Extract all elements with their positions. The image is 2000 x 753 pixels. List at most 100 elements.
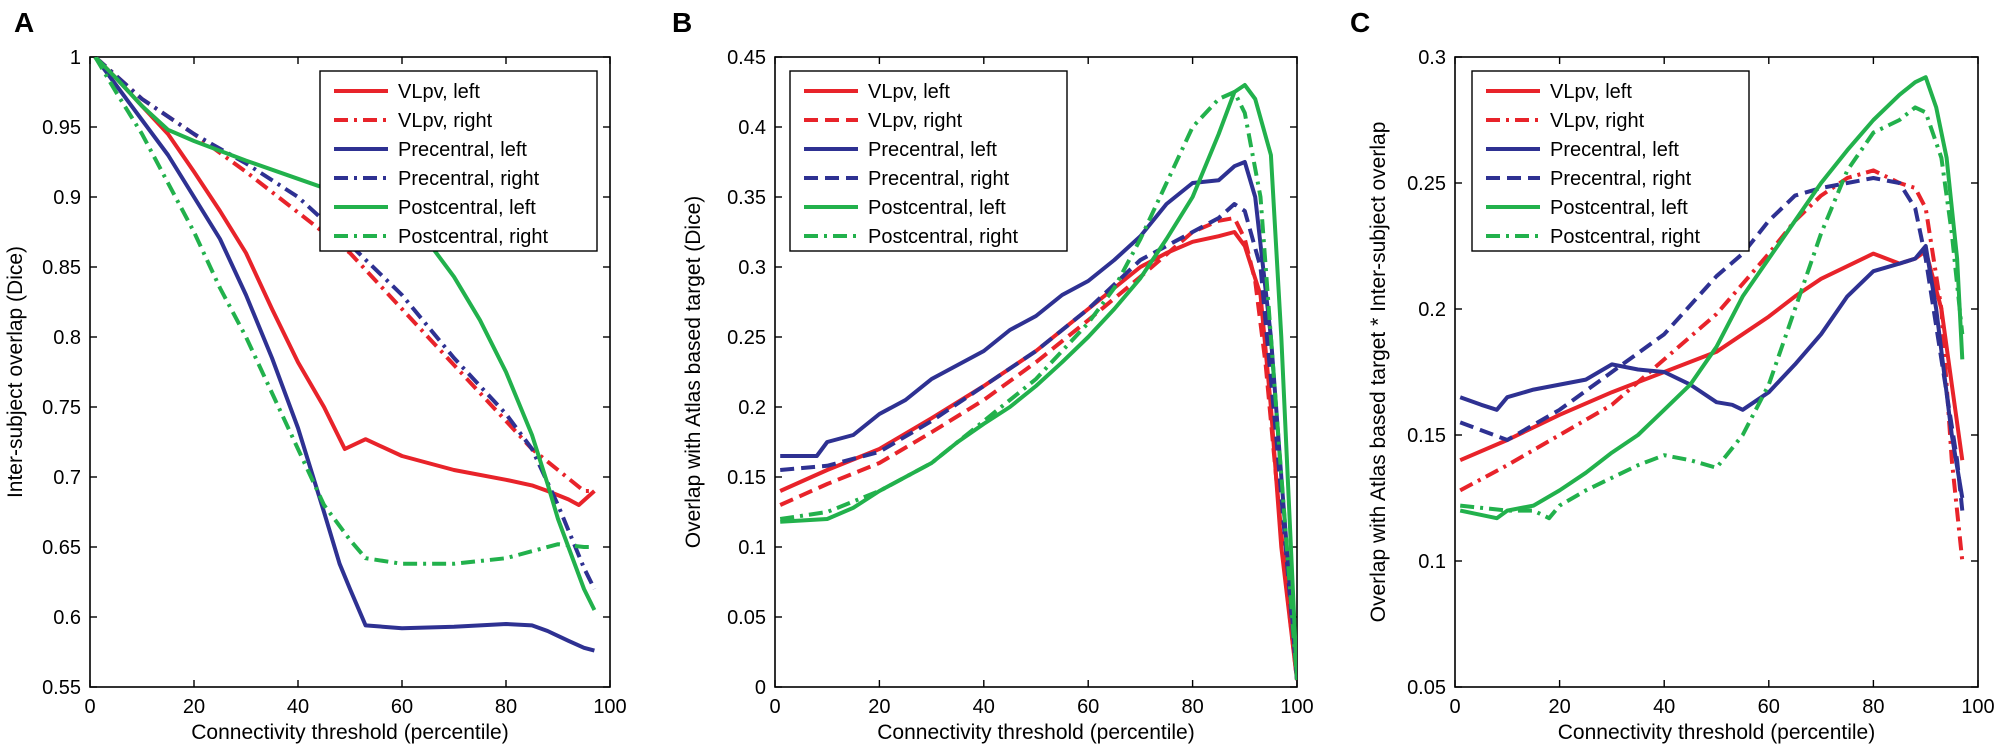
y-tick-label: 0.25 — [1407, 173, 1446, 195]
series-line-postcentral-right — [1459, 105, 1965, 521]
legend-label: VLpv, left — [1550, 81, 1632, 103]
legend-label: Precentral, right — [868, 168, 1010, 190]
x-tick-label: 0 — [1449, 696, 1460, 718]
legend-label: Precentral, left — [1550, 139, 1679, 161]
y-tick-label: 0.6 — [53, 607, 81, 629]
y-tick-label: 0.75 — [42, 397, 81, 419]
series-line-vlpv-left — [93, 57, 596, 507]
x-tick-label: 60 — [1758, 696, 1780, 718]
legend: VLpv, left VLpv, right Precentral, left Pre… — [1471, 70, 1750, 252]
x-tick-label: 100 — [1961, 696, 1994, 718]
panel-letter: C — [1350, 7, 1370, 38]
legend-label: VLpv, right — [1550, 110, 1645, 132]
series-group — [779, 83, 1297, 681]
series-line-vlpv-right — [779, 216, 1297, 681]
y-tick-label: 0.95 — [42, 117, 81, 139]
y-tick-label: 0.85 — [42, 257, 81, 279]
chart-panel-a: A 0 20 40 60 80 100 0.55 0.6 0.65 0.7 0.75 0.8 0.85 0.… — [4, 7, 627, 744]
panel-letter: B — [672, 7, 692, 38]
legend-label: Precentral, right — [1550, 168, 1692, 190]
series-line-precentral-left — [1459, 244, 1965, 499]
series-line-precentral-left — [93, 57, 595, 653]
legend-label: Precentral, left — [868, 139, 997, 161]
legend-box — [1471, 70, 1750, 252]
x-tick-label: 60 — [391, 696, 413, 718]
y-tick-label: 0.2 — [738, 397, 766, 419]
series-line-precentral-left — [780, 160, 1297, 681]
axes-frame — [89, 56, 611, 688]
x-tick-label: 20 — [868, 696, 890, 718]
x-tick-label: 0 — [769, 696, 780, 718]
series-line-precentral-right — [93, 57, 597, 590]
legend-label: Postcentral, right — [398, 226, 549, 248]
series-line-postcentral-right — [93, 57, 595, 566]
legend-label: Postcentral, left — [868, 197, 1006, 219]
series-line-precentral-right — [780, 202, 1297, 681]
x-tick-label: 0 — [84, 696, 95, 718]
y-axis-label: Overlap with Atlas based target (Dice) — [682, 196, 705, 549]
panel-letter: A — [14, 7, 34, 38]
legend-label: VLpv, right — [868, 110, 963, 132]
y-tick-label: 0.05 — [727, 607, 766, 629]
y-tick-label: 0.4 — [738, 117, 766, 139]
x-tick-label: 20 — [1548, 696, 1570, 718]
series-line-vlpv-right — [1459, 168, 1965, 562]
legend: VLpv, left VLpv, right Precentral, left Pre… — [789, 70, 1068, 252]
series-line-precentral-right — [1459, 176, 1965, 511]
x-tick-label: 80 — [495, 696, 517, 718]
x-tick-label: 40 — [1653, 696, 1675, 718]
y-tick-label: 0.3 — [738, 257, 766, 279]
x-tick-label: 100 — [1280, 696, 1313, 718]
axes-frame — [774, 56, 1298, 688]
series-line-postcentral-right — [779, 90, 1297, 681]
x-tick-label: 100 — [593, 696, 626, 718]
y-tick-label: 0.55 — [42, 677, 81, 699]
y-tick-label: 0.7 — [53, 467, 81, 489]
series-line-vlpv-left — [779, 230, 1297, 681]
legend-label: Precentral, right — [398, 168, 540, 190]
legend-label: VLpv, left — [398, 81, 480, 103]
x-axis-label: Connectivity threshold (percentile) — [1558, 721, 1875, 744]
legend-label: VLpv, right — [398, 110, 493, 132]
y-axis-label: Inter-subject overlap (Dice) — [4, 246, 27, 498]
chart-panel-c: C 0 20 40 60 80 100 0.05 0.1 0.15 0.2 0.25 0.3 Connec… — [1350, 7, 1995, 744]
legend-label: Postcentral, right — [868, 226, 1019, 248]
legend-label: VLpv, left — [868, 81, 950, 103]
chart-panel-b: B 0 20 40 60 80 100 0 0.05 0.1 0.15 0.2 0.25 0.3 0.35 0… — [672, 7, 1314, 744]
x-tick-label: 80 — [1181, 696, 1203, 718]
legend-label: Postcentral, left — [1550, 197, 1688, 219]
y-tick-label: 0.15 — [1407, 425, 1446, 447]
y-tick-label: 0.05 — [1407, 677, 1446, 699]
x-tick-label: 40 — [287, 696, 309, 718]
y-tick-label: 0.1 — [1418, 551, 1446, 573]
legend-box — [789, 70, 1068, 252]
series-group — [1459, 75, 1965, 562]
y-axis-label: Overlap with Atlas based target * Inter-… — [1367, 122, 1390, 623]
x-tick-label: 60 — [1077, 696, 1099, 718]
series-line-postcentral-left — [1459, 75, 1965, 521]
legend-label: Precentral, left — [398, 139, 527, 161]
legend-label: Postcentral, right — [1550, 226, 1701, 248]
y-tick-label: 0.3 — [1418, 47, 1446, 69]
y-tick-label: 0.25 — [727, 327, 766, 349]
y-tick-label: 0.65 — [42, 537, 81, 559]
y-tick-label: 0.15 — [727, 467, 766, 489]
y-tick-label: 0.8 — [53, 327, 81, 349]
y-tick-label: 0.45 — [727, 47, 766, 69]
y-tick-label: 1 — [70, 47, 81, 69]
legend: VLpv, left VLpv, right Precentral, left Pre… — [319, 70, 598, 252]
x-axis-label: Connectivity threshold (percentile) — [877, 721, 1194, 744]
x-axis-label: Connectivity threshold (percentile) — [191, 721, 508, 744]
y-tick-label: 0.35 — [727, 187, 766, 209]
x-tick-label: 20 — [183, 696, 205, 718]
x-tick-label: 40 — [973, 696, 995, 718]
y-tick-label: 0.1 — [738, 537, 766, 559]
y-tick-label: 0 — [755, 677, 766, 699]
legend-label: Postcentral, left — [398, 197, 536, 219]
x-tick-label: 80 — [1862, 696, 1884, 718]
y-tick-label: 0.2 — [1418, 299, 1446, 321]
legend-box — [319, 70, 598, 252]
axes-frame — [1454, 56, 1979, 688]
y-tick-label: 0.9 — [53, 187, 81, 209]
